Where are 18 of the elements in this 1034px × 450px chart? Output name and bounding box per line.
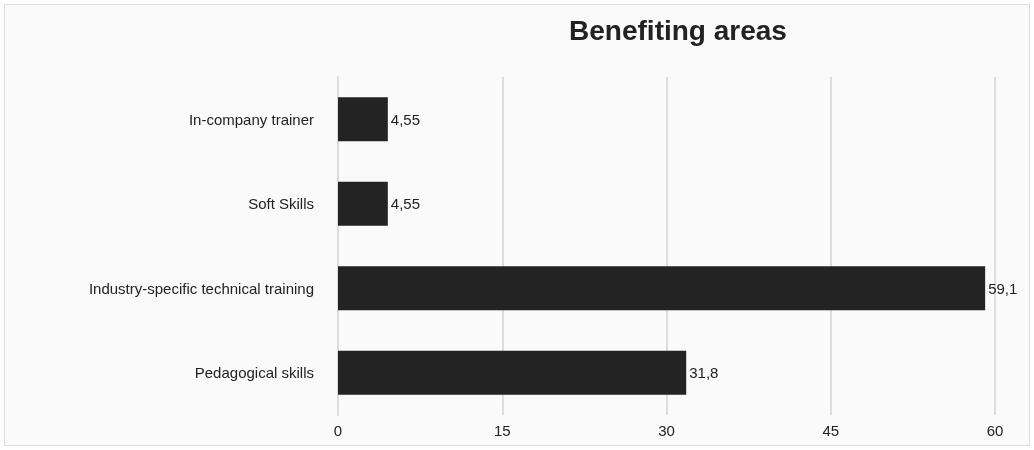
x-tick-label: 15	[493, 422, 511, 439]
bar	[338, 350, 687, 395]
chart-title: Benefiting areas	[569, 14, 787, 46]
x-tick-label: 60	[986, 422, 1004, 439]
x-tick-label: 45	[822, 422, 840, 439]
data-label: 4,55	[390, 195, 421, 213]
data-label: 31,8	[689, 364, 719, 382]
x-tick-label: 0	[333, 422, 343, 439]
y-tick-label: Soft Skills	[248, 195, 314, 213]
bar	[338, 97, 388, 142]
bar	[338, 181, 388, 226]
y-tick-label: Industry-specific technical training	[88, 279, 314, 297]
y-tick-label: Pedagogical skills	[194, 364, 314, 382]
data-label: 4,55	[390, 110, 421, 128]
x-tick-label: 30	[658, 422, 675, 439]
y-tick-label: In-company trainer	[188, 110, 314, 128]
data-label: 59,1	[988, 279, 1018, 297]
bar	[338, 266, 986, 311]
